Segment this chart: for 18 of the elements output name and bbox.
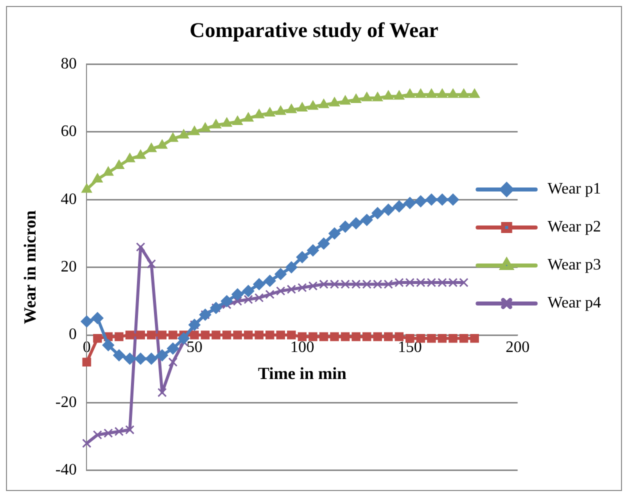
- x-axis-title: Time in min: [258, 364, 347, 383]
- x-tick-label: 200: [506, 338, 530, 356]
- y-tick-label: 20: [60, 258, 77, 276]
- y-tick-label: 80: [60, 55, 77, 72]
- y-tick-label: 40: [60, 190, 77, 208]
- legend-label: Wear p4: [548, 294, 602, 312]
- x-tick-label: 100: [290, 338, 314, 356]
- y-tick-label: -20: [55, 394, 77, 411]
- y-axis-title: Wear in micron: [20, 210, 40, 324]
- y-tick-label: -40: [55, 462, 77, 479]
- x-tick-label: 50: [186, 338, 202, 356]
- y-tick-label: 60: [60, 123, 77, 140]
- x-tick-label: 0: [82, 338, 91, 356]
- y-tick-label: 0: [68, 326, 77, 344]
- chart-title: Comparative study of Wear: [190, 18, 438, 42]
- legend-label: Wear p1: [548, 180, 602, 198]
- legend-label: Wear p3: [548, 256, 602, 274]
- legend-label: Wear p2: [548, 218, 602, 236]
